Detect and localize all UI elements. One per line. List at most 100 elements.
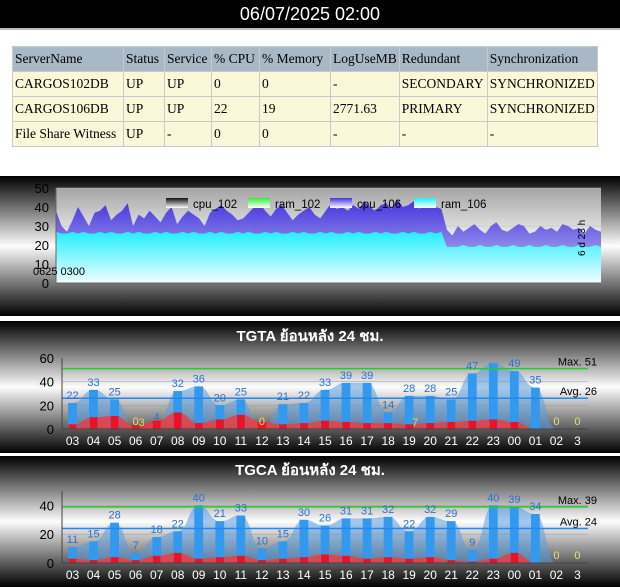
error-bar [215, 557, 224, 563]
data-label: 34 [529, 501, 541, 513]
table-row: CARGOS106DB UP UP 22 19 2771.63 PRIMARY … [12, 96, 598, 122]
error-bar [342, 421, 351, 429]
x-tick-label: 03 [66, 568, 80, 582]
cell-status: UP [123, 71, 165, 97]
bar [173, 391, 183, 429]
y-tick-label: 20 [40, 398, 54, 413]
legend-label: ram_102 [275, 199, 320, 211]
bar [425, 395, 435, 429]
data-label: 47 [466, 360, 478, 372]
data-label: 49 [508, 358, 520, 370]
y-tick-label: 40 [40, 375, 54, 390]
range-label: 6 d 23 h [577, 220, 588, 256]
x-tick-label: 11 [235, 434, 248, 448]
error-bar [89, 417, 98, 429]
error-bar [173, 552, 182, 563]
x-tick-label: 02 [550, 568, 564, 582]
data-label: 31 [340, 505, 352, 517]
data-label: 33 [87, 377, 99, 389]
bar [320, 389, 330, 429]
x-tick-label: 21 [445, 434, 459, 448]
data-label: 0 [574, 550, 580, 562]
error-bar [489, 558, 498, 563]
bar [362, 382, 372, 429]
data-label: 40 [487, 492, 499, 504]
error-bar [278, 424, 287, 429]
cell-service: UP [164, 96, 212, 122]
bar [320, 525, 330, 563]
cell-log-use: - [330, 71, 400, 97]
bar [467, 550, 477, 563]
x-tick-label: 18 [381, 568, 395, 582]
cell-redundant: SECONDARY [398, 71, 488, 97]
error-bar [131, 560, 140, 563]
bar [110, 399, 119, 429]
tgca-panel: TGCA ย้อนหลัง 24 ชม. 0 20 40 Max. 39 Avg. 24 1… [0, 456, 620, 587]
data-label: 10 [256, 536, 268, 548]
ram-106-area [56, 231, 601, 283]
y-tick-label: 0 [47, 556, 54, 571]
avg-label: Avg. 24 [560, 516, 597, 528]
cell-redundant: PRIMARY [398, 96, 488, 122]
bar [68, 403, 77, 429]
x-tick-label: 21 [445, 568, 459, 582]
x-tick-label: 14 [297, 568, 311, 582]
cell-server-name: CARGOS102DB [12, 71, 124, 97]
x-tick-label: 05 [108, 568, 122, 582]
bar [341, 382, 351, 429]
data-label: 11 [67, 534, 78, 546]
bar [362, 518, 372, 563]
legend-swatch [166, 198, 188, 208]
bar [236, 515, 246, 563]
error-bar [468, 561, 477, 563]
cell-log-use: - [330, 121, 400, 147]
x-tick-label: 04 [87, 568, 101, 582]
bar [467, 373, 477, 429]
error-bar [363, 558, 372, 563]
data-label: 28 [108, 510, 120, 522]
y-tick-label: 60 [40, 351, 54, 366]
x-tick-label: 19 [402, 568, 416, 582]
error-bar [405, 558, 414, 563]
y-tick-label: 40 [35, 200, 49, 215]
max-label: Max. 51 [558, 357, 597, 369]
start-time-label: 0625 0300 [33, 266, 85, 278]
error-bar [152, 420, 161, 429]
error-data-label: 3 [139, 417, 145, 429]
col-header: % CPU [211, 46, 260, 72]
x-tick-label: 12 [255, 568, 269, 582]
col-header: % Memory [259, 46, 331, 72]
error-bar [152, 555, 161, 563]
bar [509, 371, 519, 429]
x-tick-label: 13 [276, 568, 290, 582]
error-bar [257, 421, 266, 429]
x-tick-label: 09 [192, 434, 206, 448]
bar [531, 514, 540, 563]
bar [488, 505, 498, 563]
report-datetime: 06/07/2025 02:00 [239, 4, 381, 24]
cell-log-use: 2771.63 [330, 96, 400, 122]
error-bar [321, 420, 329, 429]
x-tick-label: 23 [487, 434, 501, 448]
x-tick-label: 07 [150, 434, 164, 448]
data-label: 21 [214, 508, 226, 520]
error-bar [278, 558, 287, 563]
cell-memory: 0 [259, 71, 331, 97]
y-tick-label: 20 [40, 527, 54, 542]
bar [299, 403, 309, 429]
data-label: 22 [298, 390, 310, 402]
col-header: Service [164, 46, 212, 72]
y-tick-label: 20 [35, 238, 49, 253]
error-bar [110, 557, 119, 563]
error-bar [236, 555, 245, 563]
error-data-label: 7 [412, 417, 418, 429]
data-label: 28 [403, 383, 415, 395]
x-tick-label: 15 [318, 568, 332, 582]
legend-swatch [330, 198, 352, 208]
error-bar [300, 557, 308, 563]
server-status-table: ServerName Status Service % CPU % Memory… [12, 46, 598, 147]
x-tick-label: 07 [150, 568, 164, 582]
error-bar [426, 557, 435, 563]
y-tick-label: 0 [47, 422, 54, 437]
